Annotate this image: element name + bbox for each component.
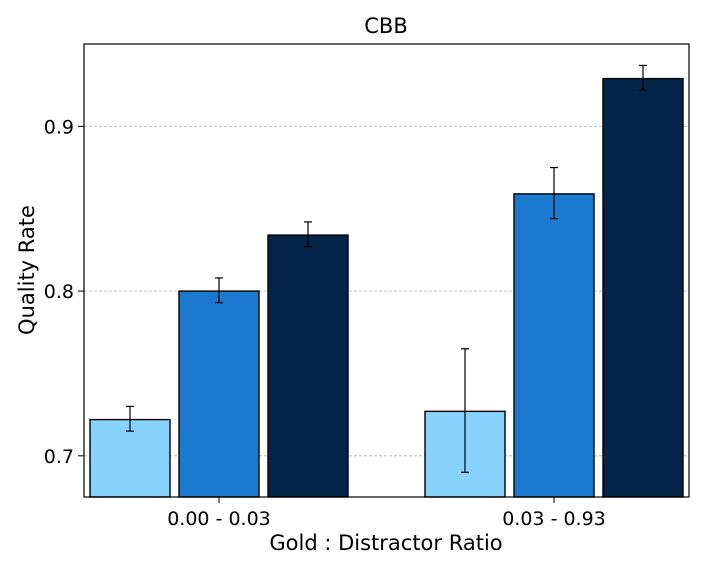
x-axis-label: Gold : Distractor Ratio — [269, 531, 502, 555]
bar — [267, 234, 349, 498]
bars-group — [89, 77, 684, 498]
x-tick-label: 0.00 - 0.03 — [167, 508, 271, 530]
x-tick-label: 0.03 - 0.93 — [502, 508, 606, 530]
plot-frame — [83, 43, 690, 498]
y-tick-label: 0.7 — [44, 446, 74, 468]
error-bars-group — [126, 64, 647, 473]
y-tick-label: 0.8 — [44, 281, 74, 303]
y-axis-label: Quality Rate — [15, 205, 39, 335]
chart-title: CBB — [364, 14, 407, 38]
bar — [602, 77, 684, 498]
x-axis: 0.00 - 0.03 0.03 - 0.93 — [167, 497, 606, 530]
bar — [89, 418, 171, 498]
y-axis: 0.7 0.8 0.9 — [44, 116, 84, 468]
bar — [513, 193, 595, 498]
bar — [178, 290, 260, 498]
y-tick-label: 0.9 — [44, 116, 74, 138]
gridlines — [84, 125, 689, 457]
